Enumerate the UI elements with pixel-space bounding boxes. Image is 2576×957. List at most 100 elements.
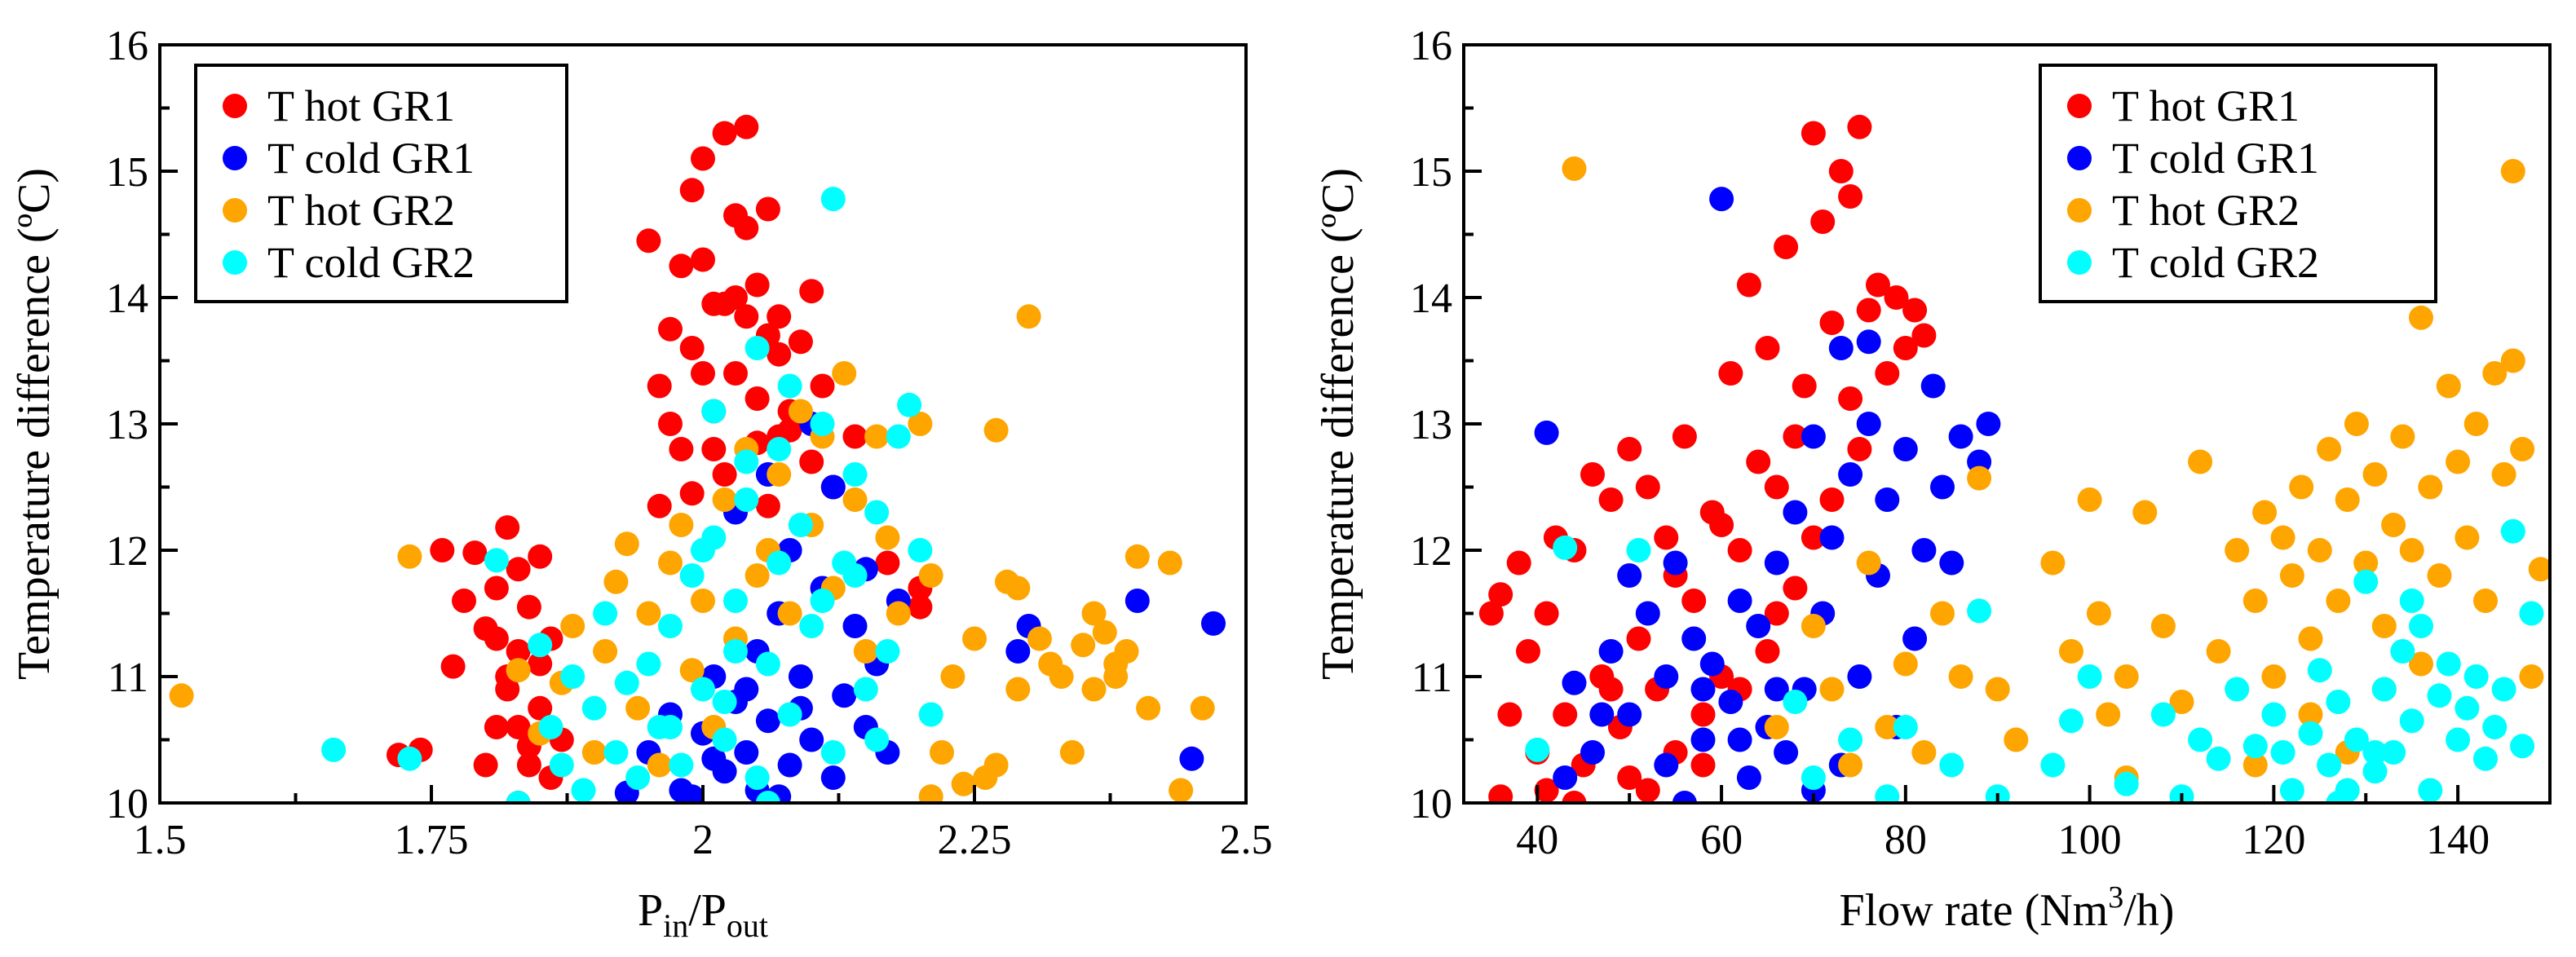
data-point-t-cold-gr2 — [2454, 695, 2480, 721]
data-point-t-hot-gr2 — [2077, 487, 2102, 512]
data-point-t-cold-gr2 — [2510, 734, 2535, 759]
data-point-t-hot-gr1 — [1553, 702, 1578, 727]
data-point-t-cold-gr2 — [658, 614, 683, 638]
data-point-t-cold-gr1 — [832, 683, 857, 708]
data-point-t-cold-gr1 — [1939, 550, 1964, 576]
data-point-t-hot-gr1 — [528, 544, 553, 569]
data-point-t-hot-gr2 — [2390, 424, 2415, 449]
data-point-t-cold-gr2 — [2040, 752, 2066, 778]
data-point-t-hot-gr2 — [853, 639, 878, 664]
data-point-t-cold-gr2 — [820, 740, 846, 765]
data-point-t-cold-gr1 — [1690, 677, 1716, 702]
data-point-t-hot-gr2 — [930, 740, 954, 765]
data-point-t-cold-gr2 — [2077, 664, 2102, 689]
data-point-t-hot-gr2 — [1136, 695, 1161, 721]
data-point-t-hot-gr2 — [777, 601, 802, 626]
data-point-t-hot-gr1 — [1709, 513, 1734, 537]
data-point-t-cold-gr2 — [1893, 715, 1918, 739]
data-point-t-hot-gr1 — [528, 651, 553, 677]
data-point-t-cold-gr2 — [2307, 658, 2332, 683]
data-point-t-cold-gr1 — [777, 752, 802, 778]
data-point-t-hot-gr2 — [2491, 462, 2516, 487]
data-point-t-hot-gr2 — [1103, 664, 1129, 689]
legend-marker — [223, 198, 247, 223]
data-point-t-hot-gr1 — [691, 146, 715, 171]
data-point-t-hot-gr2 — [2362, 462, 2388, 487]
y-tick-label: 16 — [106, 23, 148, 69]
legend-marker — [223, 146, 247, 170]
data-point-t-cold-gr2 — [2362, 740, 2388, 765]
data-point-t-hot-gr2 — [2519, 664, 2544, 689]
data-point-t-hot-gr2 — [788, 399, 813, 424]
data-point-t-cold-gr1 — [1746, 614, 1771, 638]
x-tick-label: 80 — [1885, 817, 1927, 863]
data-point-t-hot-gr1 — [1562, 791, 1587, 803]
data-point-t-hot-gr1 — [1534, 601, 1559, 626]
data-point-t-cold-gr1 — [1764, 677, 1789, 702]
data-point-t-cold-gr1 — [734, 740, 759, 765]
data-point-t-hot-gr2 — [1764, 715, 1789, 739]
data-point-t-hot-gr1 — [647, 493, 672, 518]
data-point-t-hot-gr2 — [2371, 614, 2397, 638]
data-point-t-cold-gr1 — [1617, 563, 1642, 588]
data-point-t-cold-gr2 — [2409, 614, 2433, 638]
data-point-t-hot-gr1 — [1727, 538, 1752, 562]
data-point-t-hot-gr1 — [1884, 285, 1909, 310]
data-point-t-hot-gr1 — [669, 254, 694, 279]
data-point-t-cold-gr2 — [820, 187, 846, 212]
data-point-t-cold-gr2 — [2519, 601, 2544, 626]
data-point-t-cold-gr2 — [2242, 734, 2268, 759]
data-point-t-hot-gr2 — [2353, 550, 2379, 576]
data-point-t-hot-gr2 — [1893, 651, 1918, 677]
data-point-t-hot-gr1 — [1617, 765, 1642, 790]
data-point-t-hot-gr1 — [1783, 424, 1808, 449]
data-point-t-cold-gr2 — [810, 589, 835, 613]
data-point-t-hot-gr1 — [658, 412, 683, 436]
data-point-t-cold-gr2 — [1525, 737, 1550, 762]
data-point-t-cold-gr2 — [2326, 690, 2351, 714]
data-point-t-hot-gr2 — [2298, 702, 2323, 727]
data-point-t-cold-gr2 — [614, 670, 639, 695]
data-point-t-hot-gr1 — [679, 336, 705, 360]
data-point-t-cold-gr2 — [2381, 740, 2406, 765]
data-point-t-hot-gr1 — [691, 247, 715, 272]
data-point-t-hot-gr2 — [2473, 589, 2498, 613]
data-point-t-cold-gr2 — [1783, 690, 1808, 714]
y-axis-label: Temperature difference (ºC) — [9, 168, 60, 680]
data-point-t-hot-gr1 — [1488, 582, 1513, 607]
data-point-t-cold-gr2 — [2206, 746, 2231, 771]
data-point-t-cold-gr1 — [1828, 336, 1854, 360]
data-point-t-hot-gr1 — [506, 715, 531, 739]
data-point-t-hot-gr2 — [2225, 538, 2250, 562]
data-point-t-hot-gr2 — [1819, 677, 1845, 702]
data-point-t-hot-gr1 — [1801, 121, 1826, 146]
data-point-t-cold-gr2 — [777, 702, 802, 727]
data-point-t-cold-gr2 — [745, 336, 770, 360]
data-point-t-hot-gr1 — [701, 437, 727, 461]
data-point-t-hot-gr2 — [918, 563, 943, 588]
data-point-t-hot-gr2 — [658, 550, 683, 576]
data-point-t-hot-gr1 — [1746, 449, 1771, 474]
data-point-t-cold-gr1 — [1764, 550, 1789, 576]
data-point-t-hot-gr2 — [886, 601, 911, 626]
data-point-t-cold-gr1 — [1774, 740, 1799, 765]
data-point-t-hot-gr1 — [516, 752, 541, 778]
data-point-t-hot-gr2 — [669, 513, 694, 537]
data-point-t-hot-gr1 — [669, 437, 694, 461]
data-point-t-cold-gr2 — [2463, 664, 2489, 689]
data-point-t-hot-gr1 — [908, 594, 933, 620]
data-point-t-hot-gr1 — [1911, 323, 1937, 348]
data-point-t-cold-gr1 — [755, 708, 780, 734]
data-point-t-cold-gr1 — [1589, 702, 1615, 727]
data-point-t-hot-gr1 — [1736, 272, 1761, 298]
data-point-t-hot-gr1 — [516, 594, 541, 620]
data-point-t-cold-gr2 — [560, 664, 585, 689]
data-point-t-hot-gr1 — [875, 550, 900, 576]
legend-label: T hot GR2 — [267, 186, 455, 235]
data-point-t-cold-gr2 — [321, 737, 347, 762]
data-point-t-cold-gr1 — [1902, 626, 1928, 651]
data-point-t-cold-gr2 — [2225, 677, 2250, 702]
legend-marker — [2067, 94, 2092, 118]
data-point-t-hot-gr1 — [1893, 336, 1918, 360]
data-point-t-hot-gr1 — [691, 361, 715, 386]
